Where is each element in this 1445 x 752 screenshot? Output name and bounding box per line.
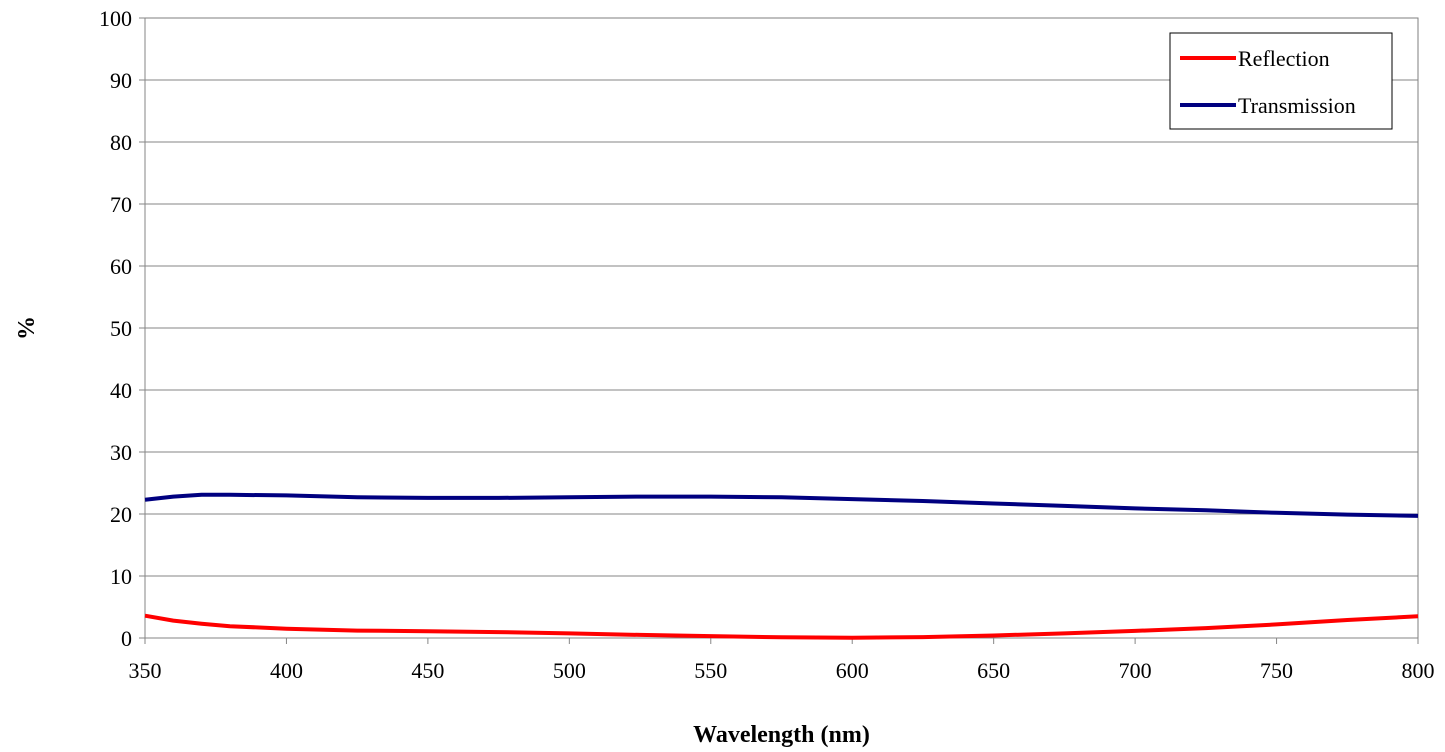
x-tick-label: 600 <box>836 658 869 683</box>
legend: Reflection Transmission <box>1169 32 1393 130</box>
y-tick-label: 100 <box>99 6 132 31</box>
legend-label: Transmission <box>1238 93 1356 118</box>
x-tick-label: 350 <box>129 658 162 683</box>
y-tick-label: 10 <box>110 564 132 589</box>
y-tick-label: 30 <box>110 440 132 465</box>
x-tick-label: 400 <box>270 658 303 683</box>
series-layer <box>144 492 1419 640</box>
y-tick-label: 0 <box>121 626 132 651</box>
x-tick-labels: 350 400 450 500 550 600 650 700 750 800 <box>129 658 1435 683</box>
y-tick-label: 20 <box>110 502 132 527</box>
y-tick-label: 70 <box>110 192 132 217</box>
y-tick-label: 60 <box>110 254 132 279</box>
y-tick-label: 40 <box>110 378 132 403</box>
y-axis-title: % <box>14 316 40 340</box>
x-tick-label: 750 <box>1260 658 1293 683</box>
y-tick-label: 80 <box>110 130 132 155</box>
x-tick-label: 650 <box>977 658 1010 683</box>
series-line-transmission <box>144 492 1419 518</box>
series-line-reflection <box>144 613 1419 640</box>
x-axis-title: Wavelength (nm) <box>693 722 870 748</box>
legend-label: Reflection <box>1238 46 1330 71</box>
x-tick-label: 500 <box>553 658 586 683</box>
x-tick-label: 700 <box>1119 658 1152 683</box>
legend-box <box>1169 32 1393 130</box>
x-tick-label: 800 <box>1402 658 1435 683</box>
y-tick-label: 90 <box>110 68 132 93</box>
x-tick-label: 450 <box>411 658 444 683</box>
y-tick-label: 50 <box>110 316 132 341</box>
y-tick-labels: 0 10 20 30 40 50 60 70 80 90 100 <box>99 6 132 651</box>
x-tick-label: 550 <box>694 658 727 683</box>
